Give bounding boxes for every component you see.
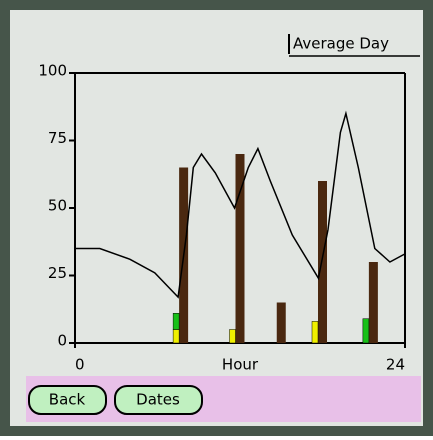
y-tick-label: 25 [48, 264, 67, 282]
x-axis-label: Hour [222, 356, 259, 374]
y-tick-label: 0 [57, 332, 67, 350]
bar-segment [172, 329, 180, 344]
bar [368, 262, 378, 343]
x-tick-label: 24 [386, 356, 405, 374]
bar-segment [362, 318, 370, 344]
back-label: Back [49, 391, 86, 409]
bar [276, 302, 286, 343]
y-tick-label: 100 [38, 62, 67, 80]
bar-segment [311, 321, 319, 344]
x-tick-label: 0 [75, 356, 85, 374]
chart: 0 25 50 75 100 0 24 Hour [38, 62, 406, 374]
back-button[interactable] [28, 385, 107, 415]
y-tick-label: 75 [48, 129, 67, 147]
y-tick-label: 50 [48, 197, 67, 215]
view-trigger[interactable]: Average Day [293, 35, 389, 53]
bar [235, 154, 245, 343]
dates-button[interactable] [114, 385, 203, 415]
average-line [75, 110, 406, 299]
bar-segment [172, 313, 180, 330]
dates-label: Dates [136, 391, 180, 409]
bar-segment [229, 329, 236, 344]
bar [318, 181, 327, 343]
screen-bg [10, 10, 423, 426]
